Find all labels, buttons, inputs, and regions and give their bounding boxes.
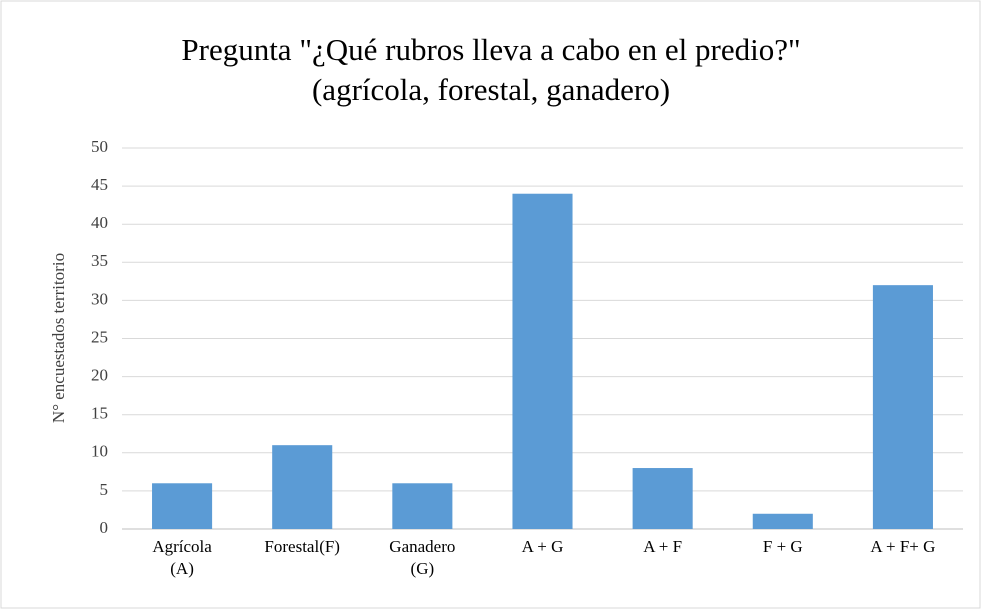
x-tick-label: F + G xyxy=(762,537,803,556)
y-tick-label: 50 xyxy=(91,137,108,156)
x-tick-label: A + F+ G xyxy=(870,537,936,556)
bar xyxy=(392,483,453,529)
y-tick-label: 20 xyxy=(91,366,108,385)
bar xyxy=(872,285,933,529)
bar xyxy=(752,513,813,529)
bar xyxy=(512,193,573,529)
y-tick-label: 5 xyxy=(100,480,109,499)
bar xyxy=(632,468,693,529)
x-tick-label: Agrícola (A) xyxy=(152,537,212,578)
x-tick-label: Ganadero (G) xyxy=(389,537,456,578)
y-tick-label: 35 xyxy=(91,251,108,270)
y-tick-label: 10 xyxy=(91,442,108,461)
y-axis-label: N° encuestados territorio xyxy=(49,253,68,423)
x-tick-label: A + G xyxy=(521,537,564,556)
chart-title: Pregunta "¿Qué rubros lleva a cabo en el… xyxy=(181,32,801,107)
y-tick-label: 30 xyxy=(91,289,108,308)
x-tick-label: A + F xyxy=(643,537,683,556)
x-tick-label: Forestal(F) xyxy=(264,537,340,556)
y-tick-label: 25 xyxy=(91,327,108,346)
y-tick-label: 15 xyxy=(91,404,108,423)
bar xyxy=(152,483,213,529)
y-tick-label: 0 xyxy=(100,518,109,537)
y-tick-label: 45 xyxy=(91,175,108,194)
y-tick-label: 40 xyxy=(91,213,108,232)
bar xyxy=(272,445,333,529)
